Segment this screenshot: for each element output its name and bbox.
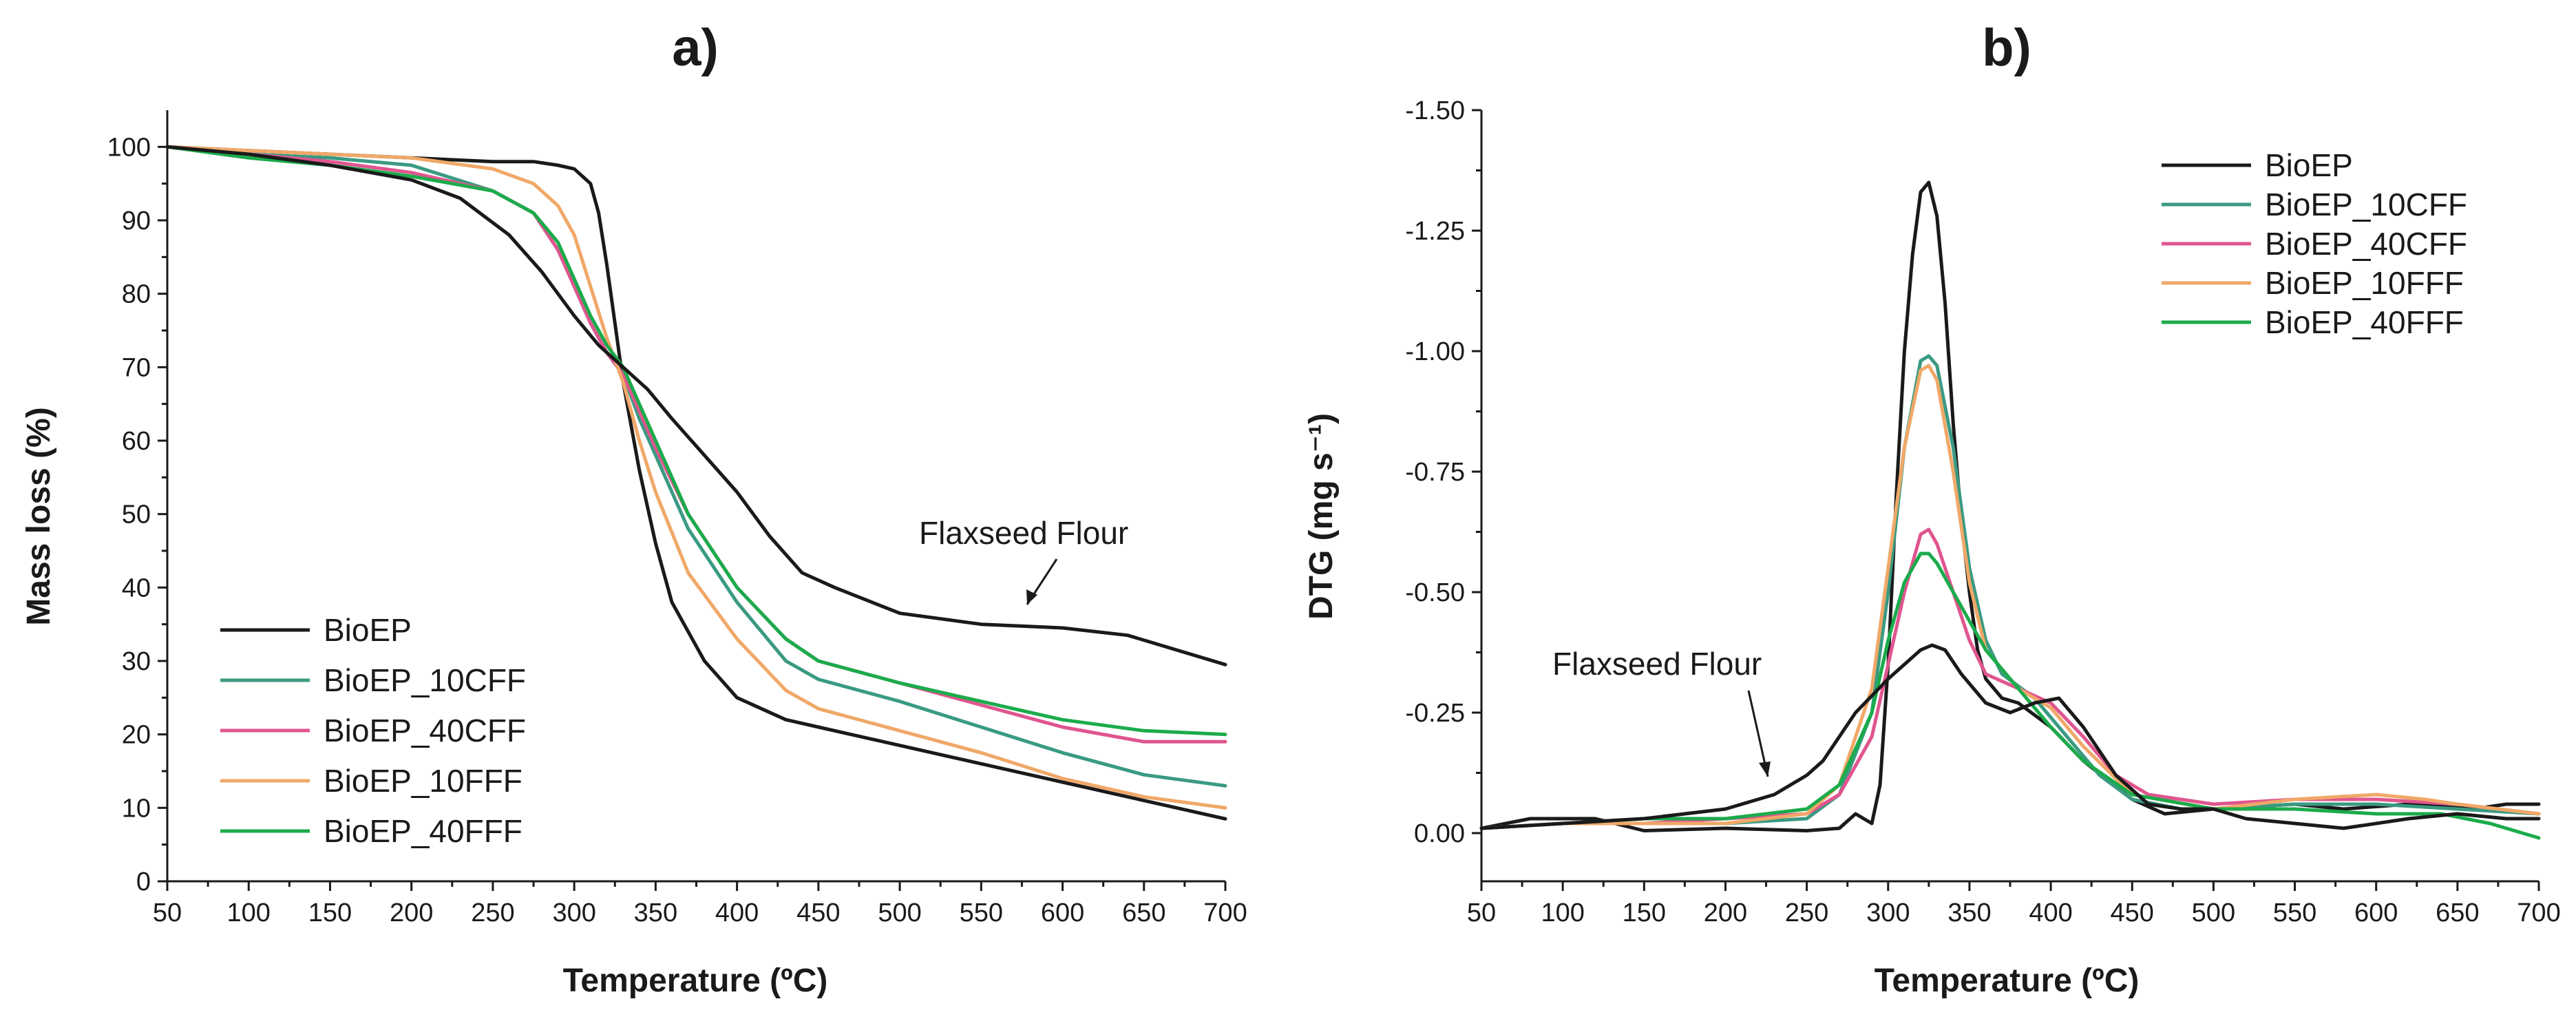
x-tick-label: 100 (227, 899, 271, 927)
panel-b-label: b) (1982, 19, 2031, 77)
x-tick-label: 300 (1866, 899, 1910, 927)
x-tick-label: 250 (471, 899, 514, 927)
series-line-bioep-40cff (165, 145, 1227, 744)
x-tick-label: 650 (1122, 899, 1165, 927)
y-tick-label: -0.50 (1405, 578, 1465, 607)
legend-item: BioEP (220, 612, 412, 648)
y-tick-label: -0.75 (1405, 458, 1465, 487)
x-tick-label: 700 (2517, 899, 2560, 927)
y-tick-label: -1.50 (1405, 96, 1465, 125)
x-tick-label: 50 (1467, 899, 1496, 927)
y-tick-label: -1.25 (1405, 217, 1465, 246)
series-line-bioep-10fff (1479, 364, 2541, 830)
x-tick-label: 700 (1203, 899, 1247, 927)
legend-label: BioEP_10CFF (2265, 187, 2467, 222)
series-line-bioep-40fff (165, 145, 1227, 737)
legend-item: BioEP_40CFF (220, 713, 526, 748)
legend-label: BioEP_40FFF (324, 813, 522, 849)
legend-label: BioEP_40CFF (2265, 226, 2467, 262)
series-line-bioep-10cff (1479, 354, 2541, 830)
y-tick-label: 30 (122, 647, 151, 676)
y-tick-label: 0 (136, 868, 151, 896)
x-tick-label: 300 (552, 899, 595, 927)
y-tick-label: -0.25 (1405, 699, 1465, 728)
panel-a-annotation-text: Flaxseed Flour (919, 515, 1128, 551)
legend-label: BioEP_40FFF (2265, 304, 2464, 340)
legend-label: BioEP (324, 612, 412, 648)
legend-item: BioEP_40CFF (2162, 226, 2467, 262)
panel-a-y-axis-title: Mass loss (%) (21, 407, 57, 625)
y-tick-label: 50 (122, 501, 151, 529)
x-tick-label: 150 (1623, 899, 1666, 927)
a-series-group (165, 145, 1227, 821)
legend-item: BioEP_10CFF (220, 662, 526, 698)
panel-a-legend: BioEP BioEP_10CFF BioEP_40CFF BioEP_10FFF Bi… (220, 612, 526, 849)
legend-label: BioEP (2265, 147, 2353, 183)
y-tick-label: 0.00 (1414, 819, 1465, 848)
panel-b-plot-area: 50 100 150 200 250 300 350 400 450 500 550 600 650 70… (1405, 96, 2560, 927)
x-tick-label: 450 (796, 899, 840, 927)
x-tick-label: 600 (2354, 899, 2398, 927)
legend-item: BioEP_40FFF (2162, 304, 2464, 340)
y-tick-label: 70 (122, 353, 151, 382)
x-tick-label: 200 (390, 899, 433, 927)
x-tick-label: 550 (960, 899, 1003, 927)
y-tick-label: 60 (122, 427, 151, 456)
panel-b-annotation: Flaxseed Flour (1552, 646, 1771, 777)
panel-a-annotation-arrowhead (1026, 589, 1037, 605)
panel-b-dtg-chart: b) 50 100 150 200 250 300 350 400 450 500 550 600 65… (1303, 19, 2561, 999)
legend-item: BioEP_10FFF (220, 763, 522, 799)
y-tick-label: 80 (122, 280, 151, 309)
legend-item: BioEP_10FFF (2162, 265, 2464, 301)
x-tick-label: 50 (153, 899, 182, 927)
x-tick-label: 200 (1704, 899, 1747, 927)
x-tick-label: 550 (2273, 899, 2316, 927)
x-tick-label: 100 (1541, 899, 1584, 927)
panel-b-legend: BioEP BioEP_10CFF BioEP_40CFFBioEP_10FFFBi… (2162, 147, 2467, 340)
panel-a-x-axis-title: Temperature (ºC) (563, 963, 828, 999)
x-tick-label: 250 (1785, 899, 1828, 927)
x-tick-label: 150 (308, 899, 352, 927)
y-tick-label: 20 (122, 721, 151, 750)
panel-b-annotation-arrowhead (1759, 761, 1771, 777)
x-tick-label: 500 (2192, 899, 2235, 927)
panel-b-annotation-text: Flaxseed Flour (1552, 646, 1762, 682)
series-line-bioep-40fff (1479, 551, 2541, 840)
x-tick-label: 650 (2436, 899, 2479, 927)
panel-a-annotation: Flaxseed Flour (919, 515, 1128, 605)
panel-b-x-axis-title: Temperature (ºC) (1875, 963, 2140, 999)
x-tick-label: 500 (878, 899, 921, 927)
legend-item: BioEP_10CFF (2162, 187, 2467, 222)
y-tick-label: -1.00 (1405, 337, 1465, 366)
x-tick-label: 350 (634, 899, 677, 927)
legend-item: BioEP (2162, 147, 2353, 183)
y-tick-label: 40 (122, 574, 151, 602)
legend-label: BioEP_40CFF (324, 713, 526, 748)
legend-item: BioEP_40FFF (220, 813, 522, 849)
legend-label: BioEP_10FFF (2265, 265, 2464, 301)
y-tick-label: 90 (122, 207, 151, 235)
y-tick-label: 10 (122, 794, 151, 823)
series-line-bioep-flaxseed (165, 145, 1227, 666)
x-tick-label: 400 (715, 899, 759, 927)
x-tick-label: 600 (1041, 899, 1084, 927)
panel-a-mass-loss-chart: a) 50 100 150 200 250 300 350 400 450 500 550 600 65… (21, 19, 1247, 999)
y-tick-label: 100 (107, 133, 151, 162)
series-line-bioep (165, 145, 1227, 821)
panel-b-y-axis-title: DTG (mg s⁻¹) (1303, 413, 1340, 620)
x-tick-label: 450 (2111, 899, 2154, 927)
legend-label: BioEP_10FFF (324, 763, 522, 799)
panel-a-label: a) (672, 19, 719, 77)
legend-label: BioEP_10CFF (324, 662, 526, 698)
x-tick-label: 350 (1947, 899, 1991, 927)
panel-a-plot-area: 50 100 150 200 250 300 350 400 450 500 550 600 650 70… (107, 110, 1247, 927)
series-line-bioep-flaxseed (1479, 643, 2541, 830)
x-tick-label: 400 (2029, 899, 2072, 927)
b-series-group (1479, 180, 2541, 840)
series-line-bioep-10fff (165, 145, 1227, 810)
